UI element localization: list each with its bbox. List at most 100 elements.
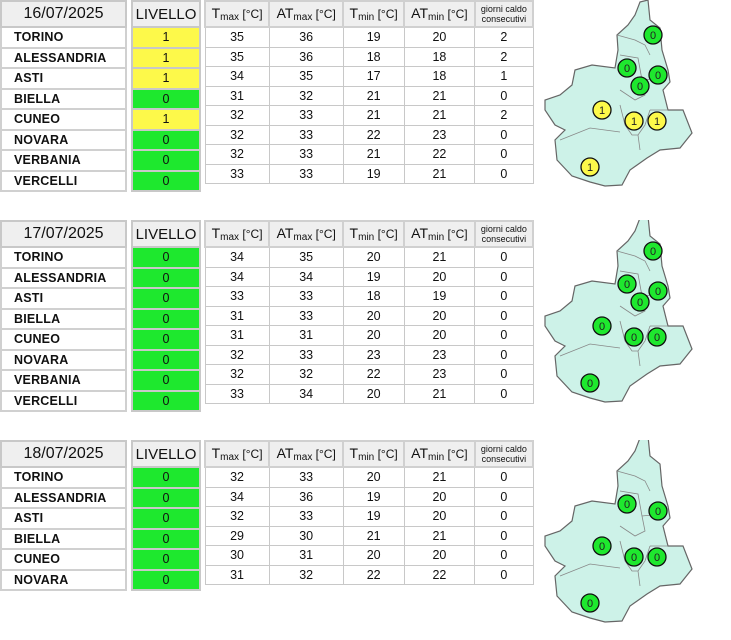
temperature-table: Tmax [°C] ATmax [°C] Tmin [°C] ATmin [°C] gi… — [203, 220, 535, 404]
header-unit: [°C] — [315, 7, 336, 21]
table-row: 0 — [131, 507, 201, 530]
level-cell: 0 — [131, 128, 201, 151]
tmin-cell: 18 — [342, 46, 405, 67]
giorni-header: giorni caldo consecutivi — [473, 0, 535, 28]
date-header: 16/07/2025 — [0, 0, 127, 28]
level-cell: 1 — [131, 67, 201, 90]
marker-level: 0 — [587, 598, 593, 610]
giorni-cell: 0 — [474, 124, 534, 145]
header-unit: [°C] — [377, 7, 398, 21]
table-row: 1 — [131, 67, 201, 90]
header-row: Tmax [°C] ATmax [°C] Tmin [°C] ATmin [°C] gi… — [203, 220, 535, 248]
table-row: 31 31 20 20 0 — [204, 325, 534, 346]
tmax-cell: 32 — [204, 105, 270, 126]
atmax-cell: 33 — [268, 286, 344, 307]
atmin-cell: 23 — [403, 344, 476, 365]
tmax-cell: 35 — [204, 26, 270, 48]
atmax-cell: 30 — [268, 525, 344, 546]
giorni-cell: 0 — [474, 344, 534, 365]
marker-level: 0 — [650, 246, 656, 258]
level-cell: 0 — [131, 548, 201, 571]
atmax-cell: 36 — [268, 486, 344, 507]
province-name: ASTI — [0, 507, 127, 530]
tmax-cell: 34 — [204, 246, 270, 268]
column-header: ATmax [°C] — [268, 440, 345, 468]
tmin-cell: 19 — [342, 26, 405, 48]
table-row: 29 30 21 21 0 — [204, 525, 534, 546]
map-marker-alessandria: 1 — [647, 111, 667, 131]
province-name: VERBANIA — [0, 149, 127, 172]
level-cell: 0 — [131, 507, 201, 530]
giorni-cell: 0 — [474, 266, 534, 287]
atmax-cell: 33 — [268, 124, 344, 145]
header-sub: min — [358, 452, 375, 463]
header-main: AT — [276, 445, 294, 461]
tmin-cell: 18 — [342, 286, 405, 307]
table-row: CUNEO — [0, 548, 127, 571]
tmax-cell: 34 — [204, 66, 270, 87]
table-row: ALESSANDRIA — [0, 266, 127, 289]
marker-level: 1 — [631, 116, 637, 128]
province-name: BIELLA — [0, 87, 127, 110]
province-name: ALESSANDRIA — [0, 46, 127, 69]
atmax-cell: 32 — [268, 364, 344, 385]
column-header: Tmin [°C] — [342, 0, 406, 28]
marker-level: 0 — [637, 297, 643, 309]
level-cell: 0 — [131, 348, 201, 371]
header-unit: [°C] — [377, 447, 398, 461]
header-main: AT — [276, 225, 294, 241]
giorni-cell: 0 — [474, 286, 534, 307]
marker-level: 0 — [624, 499, 630, 511]
province-name: TORINO — [0, 466, 127, 489]
day-block: 18/07/2025 TORINO ALESSANDRIA ASTI BIELLA CUN… — [0, 440, 731, 640]
header-row: Tmax [°C] ATmax [°C] Tmin [°C] ATmin [°C] gi… — [203, 440, 535, 468]
giorni-line2: consecutivi — [481, 454, 527, 464]
level-cell: 0 — [131, 466, 201, 489]
column-header: Tmax [°C] — [203, 0, 271, 28]
atmax-cell: 33 — [268, 163, 344, 184]
atmin-cell: 21 — [403, 466, 476, 488]
map-marker-cuneo: 0 — [580, 593, 600, 613]
map-marker-cuneo: 1 — [580, 157, 600, 177]
table-row: 33 33 18 19 0 — [204, 286, 534, 307]
level-cell: 1 — [131, 46, 201, 69]
giorni-line1: giorni caldo — [480, 224, 527, 234]
marker-level: 0 — [655, 70, 661, 82]
tmax-cell: 31 — [204, 325, 270, 346]
tmax-cell: 33 — [204, 383, 270, 404]
table-row: 1 — [131, 26, 201, 49]
province-name: ALESSANDRIA — [0, 266, 127, 289]
table-row: 32 33 20 21 0 — [204, 466, 534, 488]
giorni-cell: 2 — [474, 46, 534, 67]
header-unit: [°C] — [447, 227, 468, 241]
atmax-cell: 33 — [268, 506, 344, 527]
atmin-cell: 23 — [403, 124, 476, 145]
tmax-cell: 34 — [204, 486, 270, 507]
level-cell: 0 — [131, 266, 201, 289]
table-row: 33 33 19 21 0 — [204, 163, 534, 184]
province-name: BIELLA — [0, 527, 127, 550]
giorni-cell: 0 — [474, 545, 534, 566]
table-row: BIELLA — [0, 527, 127, 550]
atmax-cell: 33 — [268, 144, 344, 165]
tmax-cell: 31 — [204, 564, 270, 585]
map-marker-torino: 1 — [592, 100, 612, 120]
atmin-cell: 23 — [403, 364, 476, 385]
marker-level: 1 — [654, 116, 660, 128]
level-cell: 0 — [131, 568, 201, 591]
level-cell: 0 — [131, 149, 201, 172]
tmin-cell: 20 — [342, 305, 405, 326]
tmin-cell: 23 — [342, 344, 405, 365]
header-sub: max — [220, 12, 240, 23]
table-row: 0 — [131, 149, 201, 172]
map-marker-novara: 0 — [648, 281, 668, 301]
atmax-cell: 31 — [268, 325, 344, 346]
map-marker-cuneo: 0 — [580, 373, 600, 393]
tmin-cell: 17 — [342, 66, 405, 87]
atmax-cell: 31 — [268, 545, 344, 566]
marker-level: 0 — [655, 286, 661, 298]
header-main: AT — [276, 5, 294, 21]
tmin-cell: 20 — [342, 325, 405, 346]
province-name: ALESSANDRIA — [0, 486, 127, 509]
map-marker-asti: 0 — [624, 327, 644, 347]
